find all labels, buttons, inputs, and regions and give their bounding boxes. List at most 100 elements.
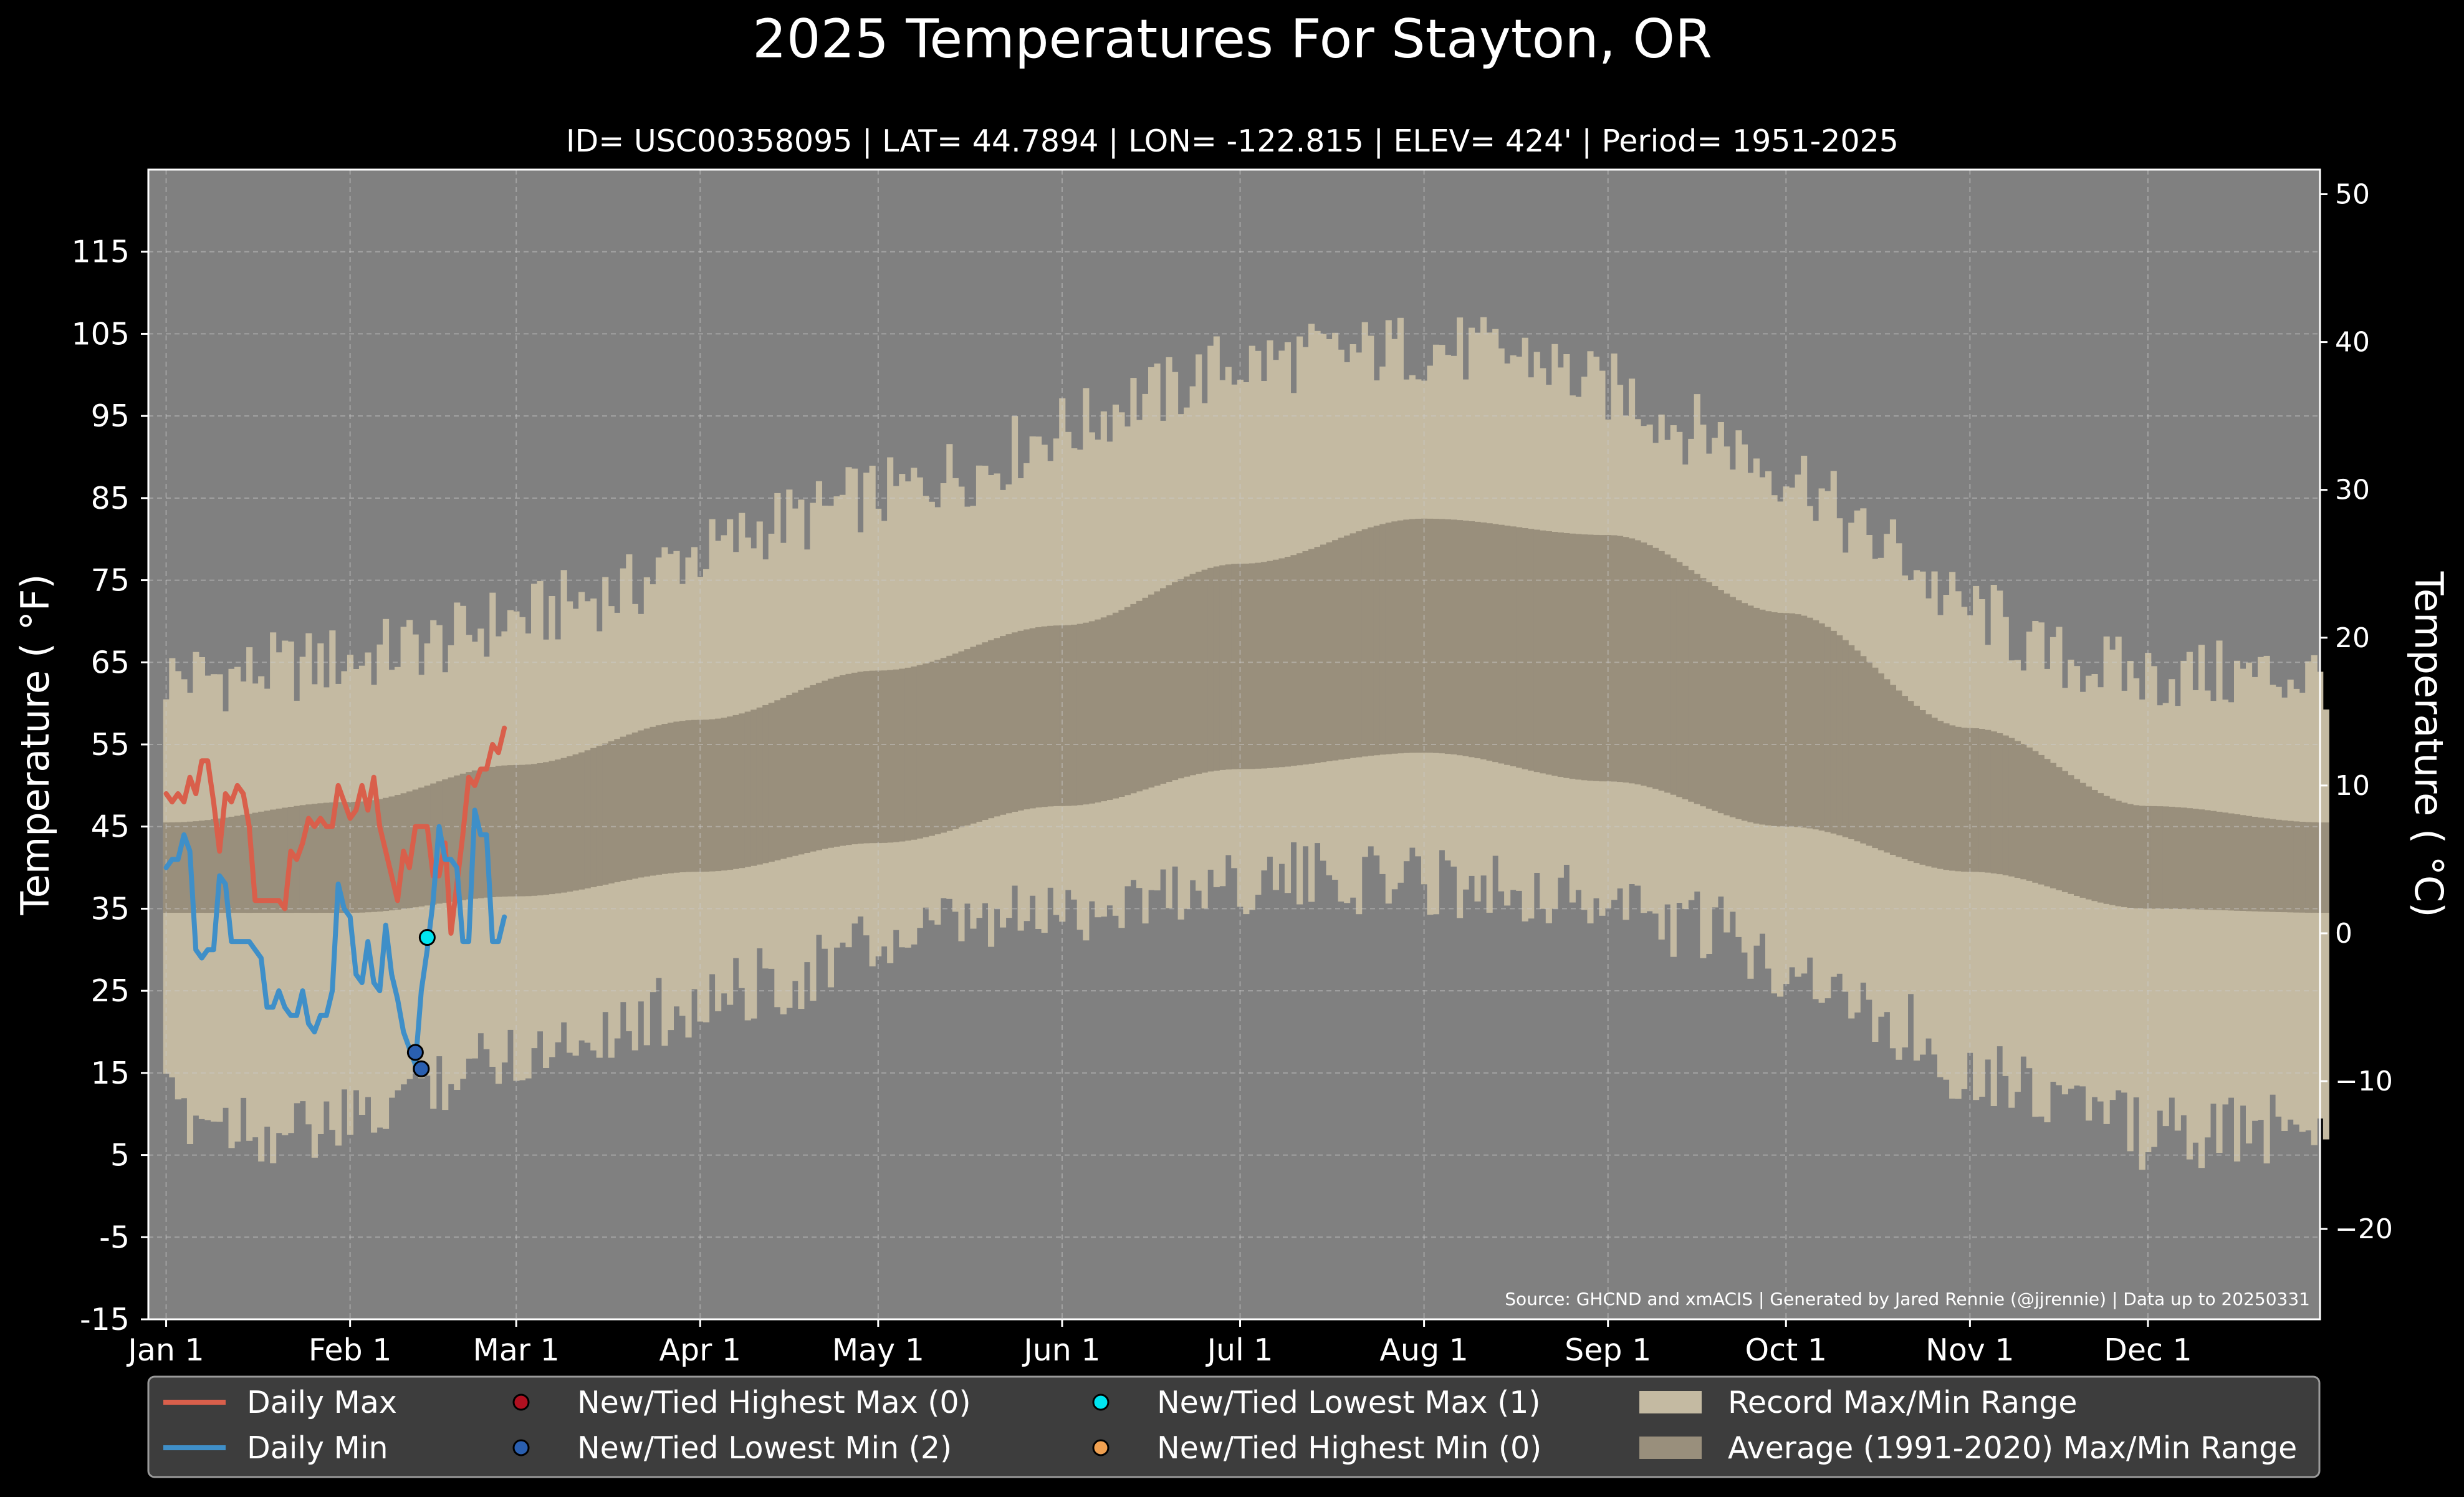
normal-range-bar — [1557, 532, 1564, 777]
normal-range-bar — [928, 662, 935, 836]
y-tick-label: 35 — [91, 891, 130, 927]
normal-range-bar — [1830, 630, 1837, 834]
y-tick-label: 105 — [71, 316, 130, 352]
normal-range-bar — [1391, 521, 1398, 754]
normal-range-bar — [1765, 611, 1772, 826]
normal-range-bar — [732, 715, 739, 869]
normal-range-bar — [335, 802, 342, 913]
normal-range-bar — [1314, 547, 1321, 763]
normal-range-bar — [495, 766, 502, 897]
normal-range-bar — [2109, 798, 2116, 905]
normal-range-bar — [2056, 767, 2063, 890]
normal-range-bar — [1154, 591, 1161, 786]
normal-range-bar — [270, 809, 277, 913]
normal-range-bar — [970, 647, 977, 824]
normal-range-bar — [1356, 531, 1363, 758]
daily-min-line — [163, 807, 507, 1067]
y-tick-label: 65 — [91, 645, 130, 680]
normal-range-bar — [1836, 635, 1843, 835]
normal-range-bar — [727, 716, 734, 870]
y-axis-label-left: Temperature ( °F) — [12, 574, 58, 915]
normal-range-bar — [560, 758, 567, 893]
normal-range-bar — [371, 800, 378, 912]
normal-range-bar — [1593, 534, 1600, 781]
normal-range-bar — [1284, 557, 1292, 767]
normal-range-bar — [1872, 667, 1879, 849]
record-range-bar — [2234, 660, 2241, 1162]
normal-range-bar — [1925, 714, 1932, 867]
normal-range-bar — [1688, 570, 1695, 802]
record-range-bar — [2192, 690, 2199, 1143]
normal-range-bar — [1670, 558, 1677, 795]
y-tick-label: 55 — [91, 727, 130, 763]
normal-range-bar — [1581, 534, 1588, 781]
normal-range-bar — [1385, 522, 1392, 754]
record-range-bar — [2174, 706, 2181, 1131]
normal-range-bar — [822, 680, 828, 849]
legend-swatch-average-1991-2020-max-min-range — [1639, 1437, 1702, 1459]
normal-range-bar — [1444, 519, 1452, 754]
normal-range-bar — [2246, 816, 2253, 912]
normal-range-bar — [1723, 594, 1730, 816]
normal-range-bar — [673, 721, 680, 873]
normal-range-bar — [1260, 562, 1267, 769]
normal-range-bar — [1332, 540, 1339, 761]
normal-range-bar — [916, 665, 923, 839]
y-right-tick-label: 20 — [2335, 622, 2370, 654]
normal-range-bar — [911, 667, 918, 840]
normal-range-bar — [169, 822, 176, 913]
normal-range-bar — [1587, 534, 1594, 781]
normal-range-bar — [1997, 733, 2003, 875]
normal-range-bar — [2228, 813, 2235, 911]
normal-range-bar — [1083, 622, 1090, 805]
normal-range-bar — [1469, 521, 1475, 758]
normal-range-bar — [1741, 603, 1748, 821]
normal-range-bar — [1877, 673, 1884, 850]
normal-range-bar — [1160, 588, 1167, 784]
normal-range-bar — [1528, 529, 1535, 771]
normal-range-bar — [1795, 614, 1801, 827]
normal-range-bar — [2097, 793, 2104, 903]
normal-range-bar — [1705, 582, 1712, 809]
normal-range-bar — [1854, 650, 1861, 842]
normal-range-bar — [2311, 822, 2318, 913]
x-tick-label: Mar 1 — [473, 1332, 560, 1368]
normal-range-bar — [1041, 626, 1048, 807]
legend-label-new-tied-lowest-min-2: New/Tied Lowest Min (2) — [577, 1430, 952, 1466]
normal-range-bar — [2216, 811, 2223, 910]
normal-range-bar — [466, 772, 472, 900]
legend-swatch-new-tied-lowest-max-1 — [1092, 1394, 1110, 1411]
normal-range-bar — [608, 741, 615, 883]
normal-range-bar — [1130, 604, 1137, 794]
normal-range-bar — [756, 707, 763, 865]
y-tick-label: 5 — [110, 1138, 130, 1173]
normal-range-bar — [430, 783, 437, 905]
normal-range-bar — [537, 763, 544, 896]
normal-range-bar — [923, 663, 929, 837]
normal-range-bar — [1302, 551, 1309, 765]
normal-range-bar — [2074, 779, 2081, 896]
normal-range-bar — [395, 795, 401, 910]
source-note: Source: GHCND and xmACIS | Generated by … — [1505, 1289, 2310, 1309]
normal-range-bar — [311, 804, 318, 913]
normal-range-bar — [1457, 520, 1464, 756]
normal-range-bar — [1617, 536, 1624, 782]
normal-range-bar — [578, 752, 585, 890]
normal-range-bar — [489, 766, 496, 897]
normal-range-bar — [1100, 617, 1107, 802]
normal-range-bar — [228, 816, 235, 913]
normal-range-bar — [1842, 640, 1849, 837]
normal-range-bar — [198, 821, 206, 913]
normal-range-bar — [869, 670, 876, 844]
normal-range-bar — [454, 775, 461, 902]
normal-range-bar — [2061, 771, 2069, 892]
normal-range-bar — [988, 640, 995, 819]
normal-range-bar — [815, 683, 823, 850]
normal-range-bar — [211, 819, 218, 913]
normal-range-bar — [1866, 662, 1872, 846]
normal-range-bar — [1575, 534, 1582, 780]
normal-range-bar — [1088, 621, 1095, 804]
normal-range-bar — [448, 777, 454, 902]
normal-range-bar — [827, 678, 835, 848]
normal-range-bar — [2287, 821, 2294, 913]
